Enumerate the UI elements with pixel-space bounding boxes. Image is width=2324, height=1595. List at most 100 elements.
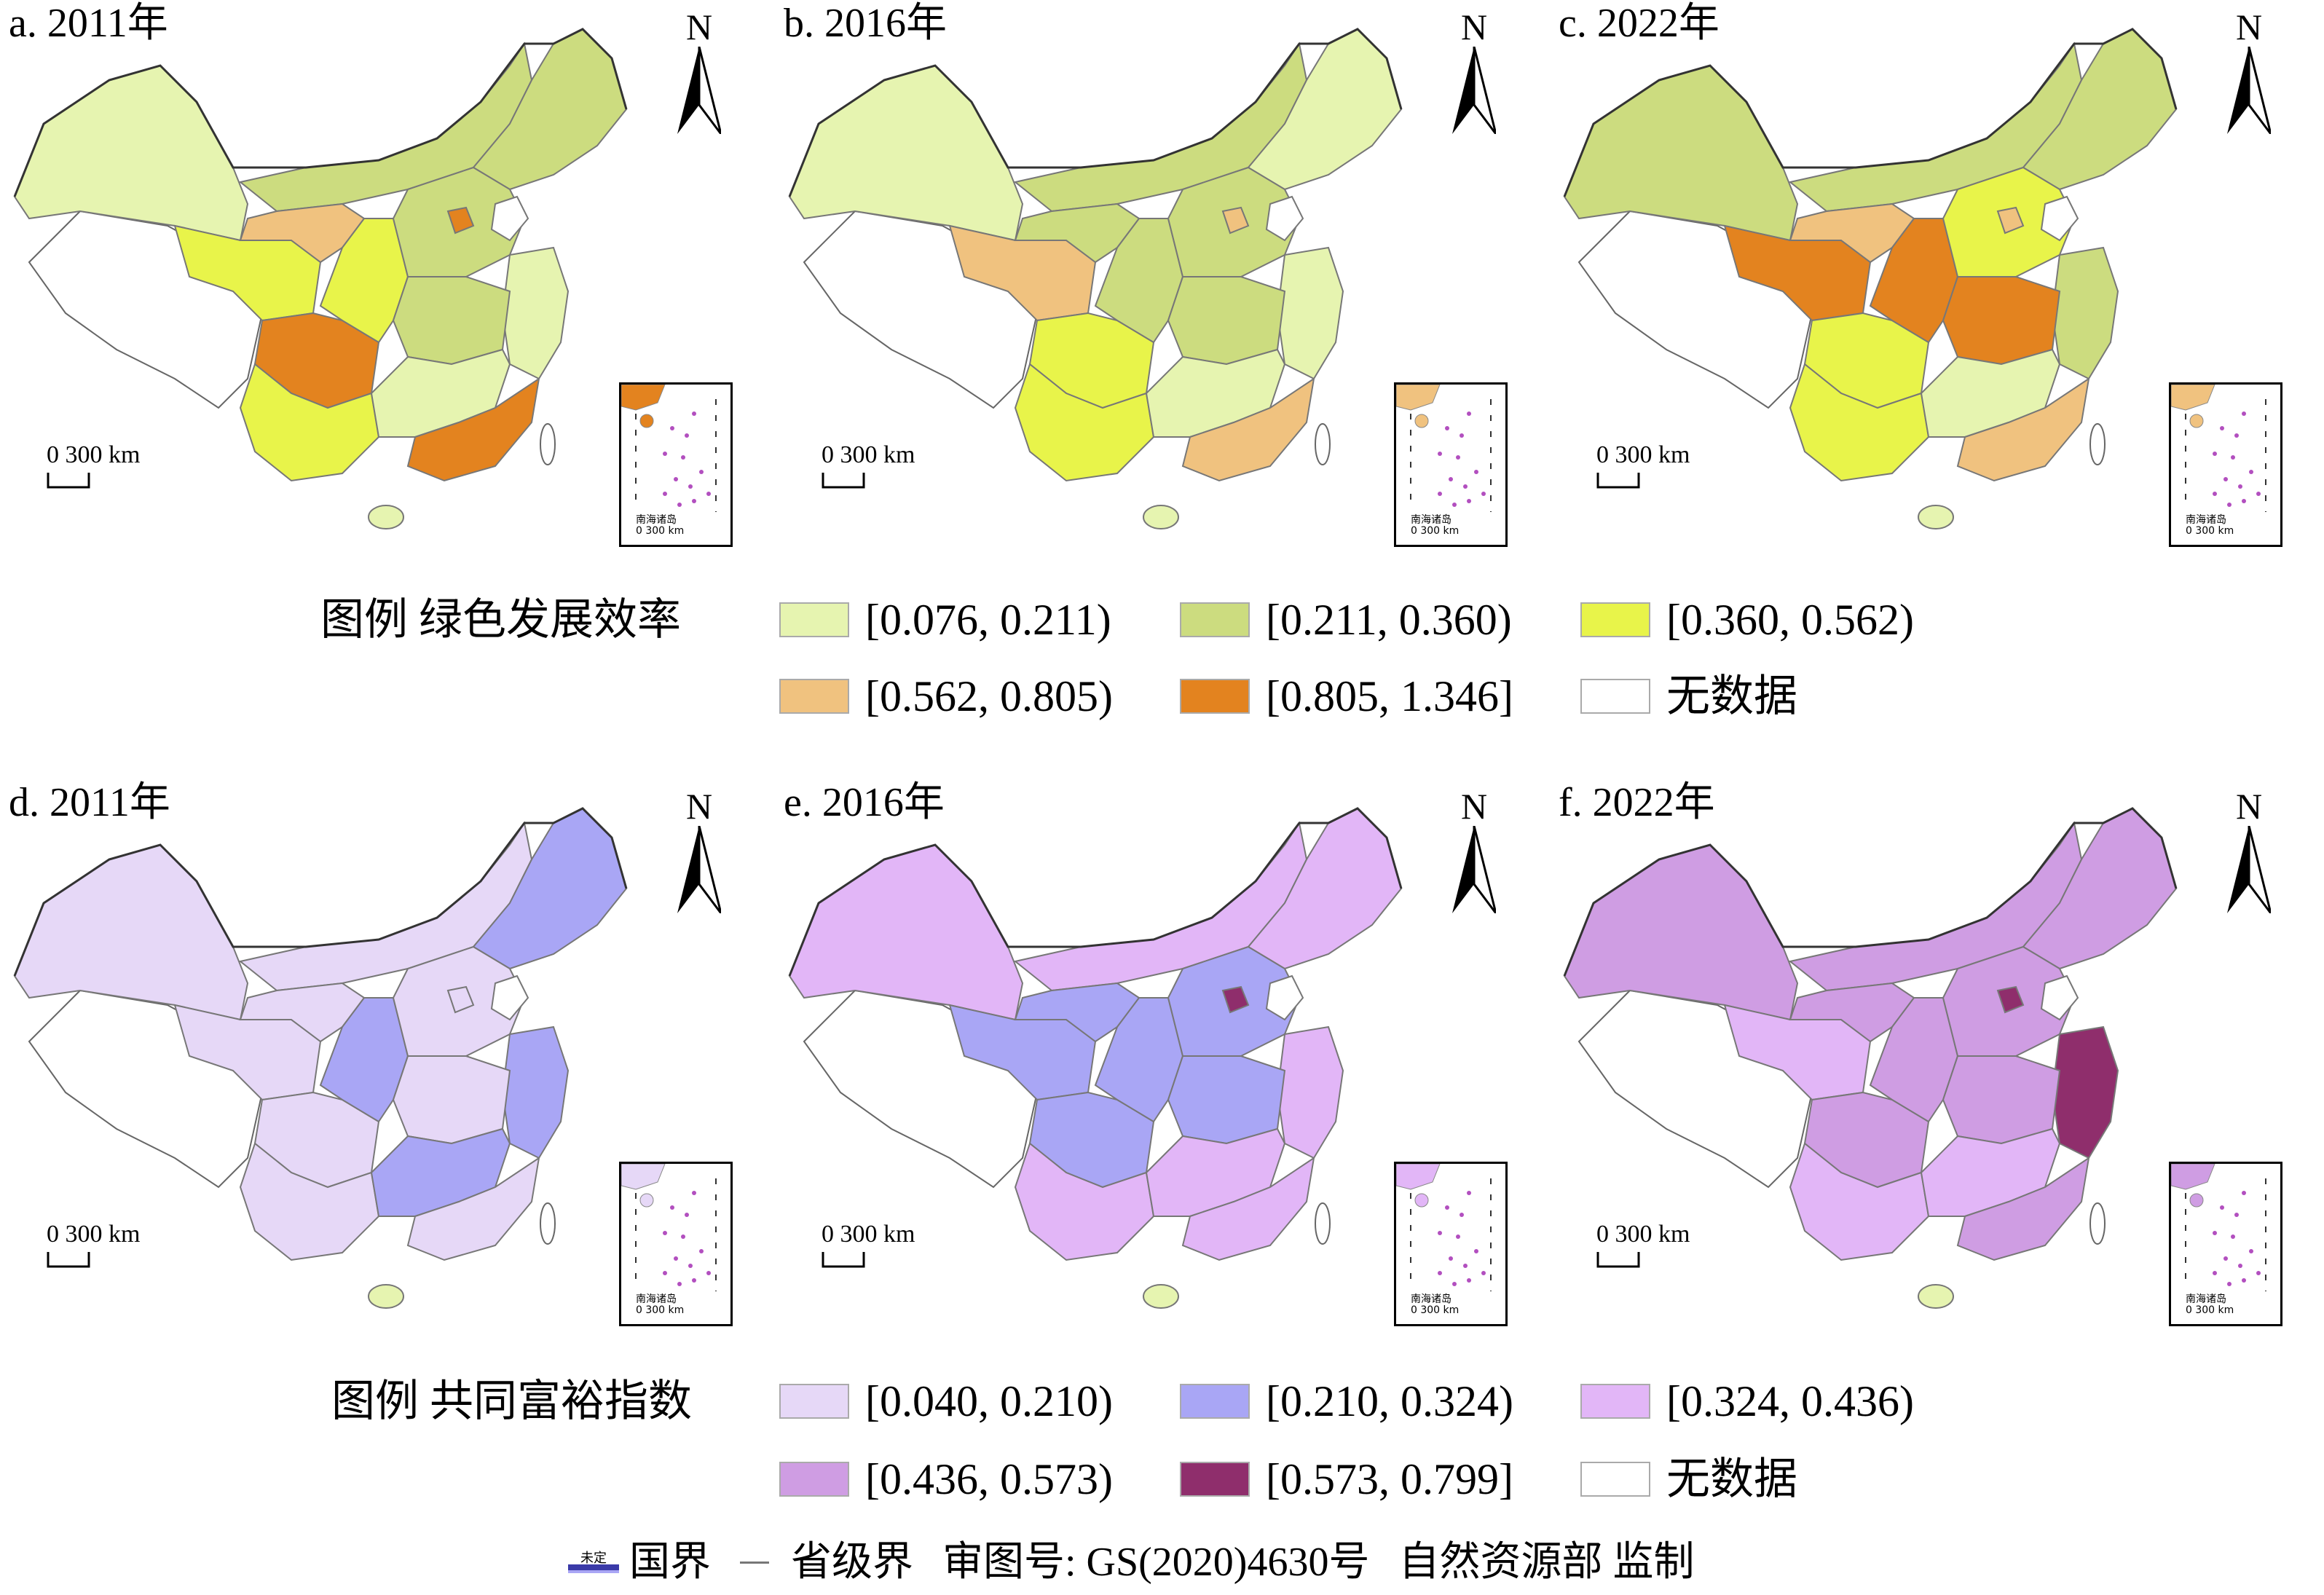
north-arrow: N (2227, 787, 2272, 917)
region-east-coast (1276, 1025, 1344, 1159)
region-central (392, 1055, 511, 1145)
legend-swatch (1580, 679, 1650, 714)
region-southwest (1014, 363, 1155, 482)
south-china-sea-inset: 南海诸岛 0 300 km (1394, 1162, 1508, 1326)
region-taiwan (540, 423, 556, 465)
region-southeast (1956, 1156, 2090, 1261)
legend-label: 无数据 (1666, 672, 1797, 720)
legend-label: [0.573, 0.799] (1266, 1455, 1513, 1503)
scale-bar: 0 300 km (822, 1221, 915, 1276)
panel-title: d. 2011年 (9, 780, 170, 825)
region-taiwan (1315, 1202, 1331, 1245)
scale-text: 0 300 km (47, 1221, 141, 1248)
inset-scale: 0 300 km (636, 1304, 685, 1316)
legend-swatch (779, 602, 849, 637)
north-label: N (685, 786, 713, 827)
region-gansu (1014, 202, 1141, 264)
china-map (788, 807, 1403, 1309)
north-arrow-icon (677, 825, 722, 914)
region-southeast (406, 1156, 540, 1261)
china-map (788, 28, 1403, 529)
undetermined-mark: 未定 (580, 1551, 607, 1565)
region-southwest (1014, 1142, 1155, 1261)
north-arrow: N (1452, 787, 1497, 917)
region-southeast (1956, 377, 2090, 482)
north-arrow-icon (2227, 825, 2272, 914)
north-arrow-icon (2227, 46, 2272, 135)
scale-text: 0 300 km (822, 1221, 915, 1248)
region-gansu (1014, 982, 1141, 1043)
legend-label: [0.211, 0.360) (1266, 596, 1512, 644)
region-xinjiang (1563, 64, 1799, 242)
scale-bar: 0 300 km (1596, 1221, 1690, 1276)
legend-label: [0.076, 0.211) (865, 596, 1111, 644)
region-beijing (1221, 985, 1250, 1014)
region-southeast (406, 377, 540, 482)
region-xinjiang (13, 843, 249, 1021)
national-border (1563, 28, 2178, 197)
north-label: N (685, 7, 713, 47)
inset-label: 南海诸岛 (636, 1293, 677, 1305)
legend-swatch (1180, 1384, 1250, 1419)
south-china-sea-inset: 南海诸岛 0 300 km (1394, 382, 1508, 547)
inset-label: 南海诸岛 (1411, 514, 1451, 526)
legend-swatch (1580, 1462, 1650, 1497)
undetermined-border-icon: 未定 (568, 1551, 619, 1573)
legend-item: [0.573, 0.799] (1180, 1453, 1513, 1505)
national-border (788, 807, 1403, 977)
inset-scale: 0 300 km (1411, 525, 1460, 537)
authority: 自然资源部 监制 (1398, 1540, 1695, 1585)
inset-scale: 0 300 km (1411, 1304, 1460, 1316)
inset-scale: 0 300 km (636, 525, 685, 537)
panel-title: c. 2022年 (1559, 1, 1720, 46)
region-central (1942, 1055, 2061, 1145)
china-map (1563, 28, 2178, 529)
region-southeast (1181, 1156, 1315, 1261)
legend-item: 无数据 (1580, 670, 1797, 722)
map-panel-4: d. 2011年 N 0 300 km (0, 779, 775, 1333)
region-east-coast (1276, 246, 1344, 380)
provincial-border-icon (740, 1561, 769, 1564)
inset-map (1395, 1163, 1492, 1291)
north-arrow: N (677, 7, 722, 138)
legend-item: [0.211, 0.360) (1180, 594, 1512, 646)
region-taiwan (1315, 423, 1331, 465)
scale-text: 0 300 km (1596, 1221, 1690, 1248)
north-label: N (2235, 7, 2263, 47)
national-border (1563, 807, 2178, 977)
region-beijing (1221, 206, 1250, 235)
map-panel-5: e. 2016年 N 0 300 km (775, 779, 1550, 1333)
panel-title: b. 2016年 (784, 1, 947, 46)
region-east-coast (501, 1025, 570, 1159)
region-southwest (239, 363, 380, 482)
region-beijing (446, 985, 475, 1014)
inset-scale: 0 300 km (2186, 525, 2234, 537)
bohai-sea (2040, 974, 2079, 1021)
legend-swatch (1580, 602, 1650, 637)
scale-line-icon (1596, 473, 1640, 489)
bohai-sea (490, 974, 529, 1021)
legend-label: [0.805, 1.346] (1266, 672, 1513, 720)
region-xinjiang (788, 64, 1024, 242)
region-southwest (239, 1142, 380, 1261)
scale-bar: 0 300 km (822, 441, 915, 497)
scale-text: 0 300 km (1596, 441, 1690, 468)
region-central (1167, 1055, 1286, 1145)
legend-swatch (1180, 1462, 1250, 1497)
inset-map (621, 1163, 717, 1291)
region-east-coast (2051, 1025, 2119, 1159)
north-arrow-icon (1452, 46, 1497, 135)
region-xinjiang (13, 64, 249, 242)
legend-item: 无数据 (1580, 1453, 1797, 1505)
legend-item: [0.562, 0.805) (779, 670, 1113, 722)
region-xinjiang (1563, 843, 1799, 1021)
map-panel-1: a. 2011年 N 0 300 km (0, 0, 775, 554)
legend-swatch (779, 1384, 849, 1419)
legend-item: [0.076, 0.211) (779, 594, 1111, 646)
south-china-sea-inset: 南海诸岛 0 300 km (619, 1162, 733, 1326)
legend-item: [0.360, 0.562) (1580, 594, 1914, 646)
national-border (13, 28, 628, 197)
bohai-sea (2040, 195, 2079, 242)
inset-map (621, 384, 717, 512)
map-panel-6: f. 2022年 N 0 300 km (1550, 779, 2324, 1333)
